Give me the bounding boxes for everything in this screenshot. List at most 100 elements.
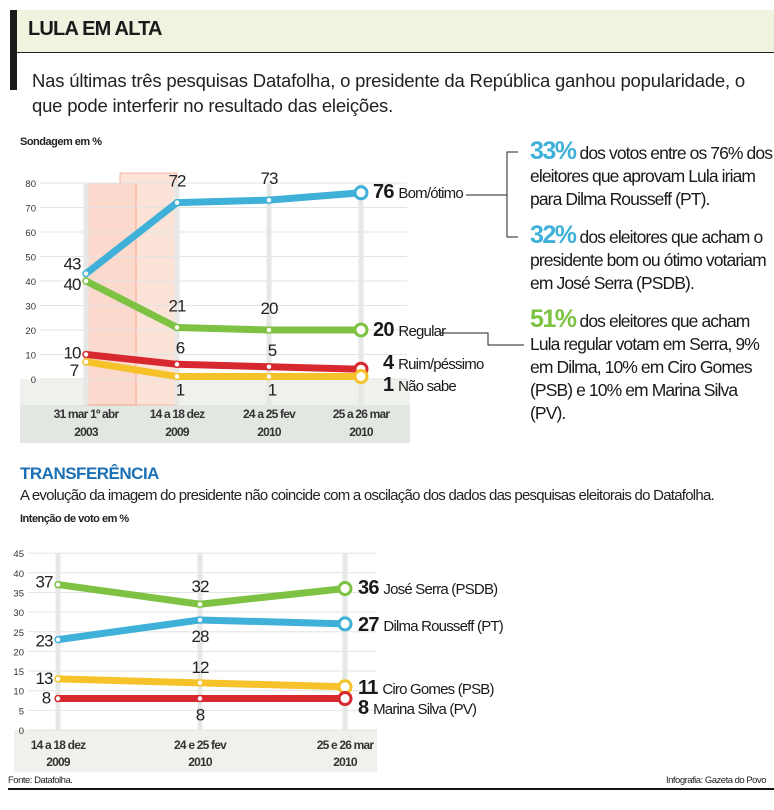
chart1-ytick-label: 20 xyxy=(25,326,36,337)
note-1-text: dos votos entre os 76% dos eleitores que… xyxy=(530,143,773,209)
chart1-series-end-label: 4 Ruim/péssimo xyxy=(383,352,484,374)
chart1-data-point xyxy=(173,198,181,207)
chart2-xtick-label: 2009 xyxy=(46,755,71,769)
lede-text: Nas últimas três pesquisas Datafolha, o … xyxy=(32,70,745,116)
chart2-data-point xyxy=(54,675,62,683)
series-end-value: 27 xyxy=(358,614,383,636)
chart1-data-point xyxy=(265,326,273,334)
chart2-data-label: 8 xyxy=(42,689,51,708)
chart1-series-line xyxy=(82,189,365,278)
chart1-xtick-label: 2010 xyxy=(349,425,374,439)
chart1-data-point xyxy=(173,323,181,332)
chart1-ytick-label: 70 xyxy=(25,204,36,215)
chart1-ylabel: Sondagem em % xyxy=(20,136,102,148)
chart1-data-point xyxy=(173,372,181,381)
chart2-series-end-label: 27 Dilma Rousseff (PT) xyxy=(358,614,504,636)
chart2-ytick-label: 0 xyxy=(19,726,24,737)
chart1-data-point xyxy=(173,360,181,369)
chart2-ytick-label: 20 xyxy=(13,647,24,658)
chart1-data-point xyxy=(353,185,369,201)
chart2-data-point xyxy=(196,600,204,608)
chart1-ytick-label: 50 xyxy=(25,253,36,264)
note-1-pct: 33% xyxy=(530,137,577,165)
chart2-data-point xyxy=(337,581,353,597)
chart1-xtick-label: 2009 xyxy=(165,425,190,439)
series-name: Dilma Rousseff (PT) xyxy=(383,618,503,635)
chart2-data-label: 37 xyxy=(36,573,53,592)
chart1-data-point xyxy=(265,363,273,371)
chart1-data-label: 20 xyxy=(261,299,278,318)
header-accent-bar xyxy=(10,10,17,90)
chart2-series-end-label: 8 Marina Silva (PV) xyxy=(358,697,477,719)
chart1-series-line xyxy=(82,351,365,373)
header-band xyxy=(14,10,774,53)
chart1-data-point xyxy=(82,358,90,366)
chart1-xtick-label: 14 a 18 dez xyxy=(150,407,205,421)
chart1-xtick-label: 31 mar 1º abr xyxy=(54,407,120,421)
chart1-series-end-label: 20 Regular xyxy=(373,319,446,341)
chart1-data-label: 72 xyxy=(169,172,186,191)
chart2-ytick-label: 5 xyxy=(19,706,24,717)
page-title: LULA EM ALTA xyxy=(28,18,163,40)
chart2-data-label: 28 xyxy=(192,627,209,646)
chart1-data-label: 40 xyxy=(64,275,81,294)
credit-note: Infografia: Gazeta do Povo xyxy=(665,775,767,786)
chart1-xtick-label: 2003 xyxy=(74,425,99,439)
chart1-ytick-label: 0 xyxy=(31,375,36,386)
chart1-data-label: 7 xyxy=(70,361,79,380)
chart1-data-point xyxy=(265,372,273,381)
chart2-xtick-label: 24 e 25 fev xyxy=(174,738,227,752)
chart1-data-label: 6 xyxy=(176,338,185,357)
chart1-data-label: 43 xyxy=(64,255,81,274)
chart2-data-label: 32 xyxy=(192,577,209,596)
chart1-ytick-label: 80 xyxy=(25,179,36,190)
note-2-pct: 32% xyxy=(530,221,577,249)
chart1-data-label: 10 xyxy=(64,344,81,363)
series-end-value: 1 xyxy=(383,374,398,396)
chart2-ytick-label: 15 xyxy=(13,667,24,678)
chart2-data-label: 13 xyxy=(36,669,53,688)
chart2-xtick-label: 2010 xyxy=(188,755,213,769)
note-3-text: dos eleitores que acham Lula regular vot… xyxy=(530,311,760,423)
chart1-series-line xyxy=(82,277,365,334)
connector-regular xyxy=(440,332,524,346)
chart2-series-end-label: 36 José Serra (PSDB) xyxy=(358,577,498,599)
series-end-value: 36 xyxy=(358,577,383,599)
footer-rule xyxy=(8,788,774,790)
note-2-text: dos eleitores que acham o presidente bom… xyxy=(530,227,767,293)
series-name: Bom/ótimo xyxy=(398,185,463,202)
chart2-xtick-label: 25 e 26 mar xyxy=(317,738,375,752)
chart1-data-point xyxy=(265,196,273,204)
chart2-data-label: 8 xyxy=(196,706,205,725)
chart1-data-label: 1 xyxy=(268,381,277,400)
chart1-xtick-label: 24 a 25 fev xyxy=(243,407,296,421)
chart1-xtick-label: 2010 xyxy=(257,425,282,439)
series-name: Marina Silva (PV) xyxy=(373,701,477,718)
chart2-ytick-label: 45 xyxy=(13,549,24,560)
series-end-value: 11 xyxy=(358,677,382,699)
chart1-ytick-label: 40 xyxy=(25,277,36,288)
series-end-value: 4 xyxy=(383,352,398,374)
chart2-ytick-label: 10 xyxy=(13,687,24,698)
section2-subtitle: A evolução da imagem do presidente não c… xyxy=(20,487,715,504)
chart2-data-point xyxy=(54,580,62,589)
chart2-ytick-label: 40 xyxy=(13,569,24,580)
series-end-value: 20 xyxy=(373,319,398,341)
chart1-data-label: 73 xyxy=(261,169,278,188)
chart2-data-point xyxy=(337,616,353,632)
chart2-data-point xyxy=(54,635,62,644)
chart2-axis-band xyxy=(14,730,377,772)
chart2-data-point xyxy=(337,691,353,707)
chart1-xtick-label: 25 a 26 mar xyxy=(333,407,391,421)
chart2-ytick-label: 30 xyxy=(13,608,24,619)
chart2-data-point xyxy=(54,694,62,703)
chart2-data-point xyxy=(196,679,204,687)
chart2-data-point xyxy=(196,694,204,703)
chart1-data-label: 1 xyxy=(176,381,185,400)
chart1-data-point xyxy=(353,369,369,385)
notes-panel: 33% dos votos entre os 76% dos eleitores… xyxy=(530,137,774,438)
chart1-ytick-label: 60 xyxy=(25,228,36,239)
chart1-data-point xyxy=(353,322,369,338)
note-2: 32% dos eleitores que acham o presidente… xyxy=(530,221,774,295)
